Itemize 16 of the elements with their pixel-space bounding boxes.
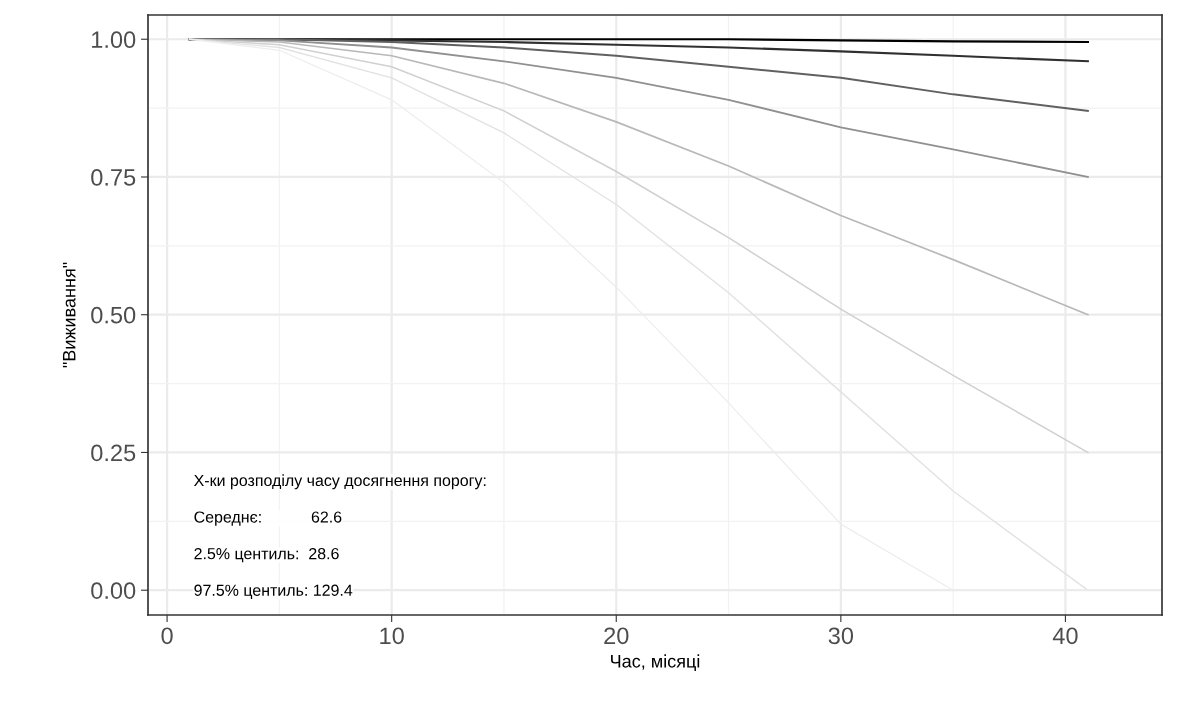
y-tick-label: 0.00 xyxy=(91,582,136,599)
y-tick-label: 0.50 xyxy=(91,306,136,324)
y-tick-label: 1.00 xyxy=(92,31,136,49)
annotation: Середнє: 62.6 xyxy=(194,511,342,526)
y-tick-label: 0.75 xyxy=(91,169,136,186)
y-axis-title: "Виживання" xyxy=(62,262,76,368)
y-tick-label: 0.25 xyxy=(91,444,136,462)
x-tick-label: 0 xyxy=(161,627,173,645)
x-tick-label: 40 xyxy=(1052,627,1078,645)
x-tick-label: 30 xyxy=(828,627,854,645)
annotation: 97.5% центиль: 129.4 xyxy=(194,584,353,599)
annotation: 2.5% центиль: 28.6 xyxy=(194,547,339,563)
x-tick-label: 20 xyxy=(604,627,629,645)
annotation: Х-ки розподілу часу досягнення порогу: xyxy=(193,474,486,490)
x-axis-title: Час, місяці xyxy=(611,654,700,672)
x-tick-label: 10 xyxy=(380,627,404,645)
